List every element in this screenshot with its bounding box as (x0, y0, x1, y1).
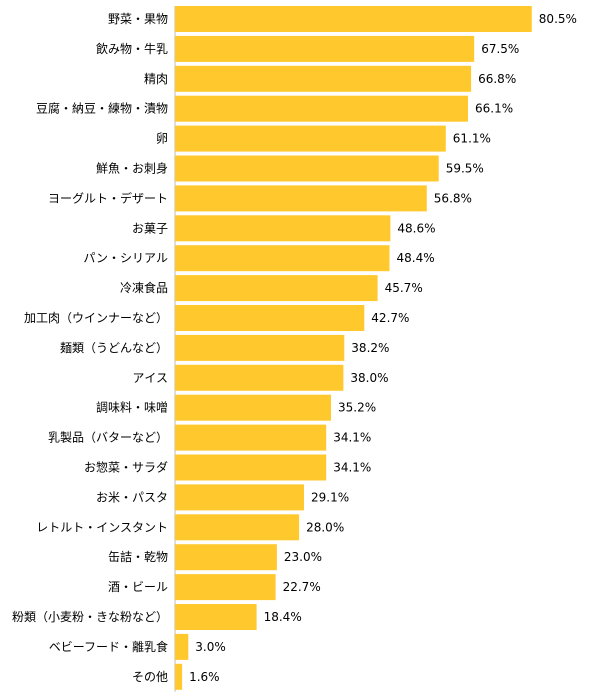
category-label: その他 (132, 670, 168, 684)
category-label: 鮮魚・お刺身 (96, 161, 168, 176)
bar (175, 95, 468, 122)
value-label: 28.0% (306, 520, 344, 534)
value-label: 38.2% (351, 341, 389, 355)
value-label: 61.1% (453, 132, 491, 146)
value-label: 67.5% (481, 42, 519, 56)
bar (175, 484, 304, 511)
value-label: 22.7% (283, 580, 321, 594)
category-label: 調味料・味噌 (96, 401, 168, 415)
category-label: 加工肉（ウインナーなど） (24, 311, 168, 325)
bar (175, 364, 344, 391)
category-label: パン・シリアル (83, 251, 168, 265)
bar (175, 275, 378, 302)
category-label: お惣菜・サラダ (84, 460, 168, 475)
bar (175, 454, 327, 481)
value-label: 3.0% (195, 640, 226, 654)
bar (175, 215, 391, 242)
bar (175, 305, 365, 331)
bar (175, 155, 439, 182)
category-label: 粉類（小麦粉・きな粉など） (12, 610, 168, 624)
value-label: 66.8% (478, 72, 516, 86)
bar (175, 6, 532, 32)
value-label: 59.5% (446, 162, 484, 176)
bar (175, 65, 472, 92)
value-label: 29.1% (311, 490, 349, 504)
value-label: 66.1% (475, 102, 513, 116)
value-label: 34.1% (333, 431, 371, 445)
bar (175, 514, 300, 541)
value-label: 34.1% (333, 461, 371, 475)
bar (175, 125, 446, 152)
category-label: お菓子 (132, 221, 168, 235)
category-label: 豆腐・納豆・練物・漬物 (36, 101, 168, 116)
value-label: 38.0% (350, 371, 388, 385)
value-label: 56.8% (434, 191, 472, 205)
category-label: 乳製品（バターなど） (48, 431, 168, 445)
bar (175, 334, 345, 361)
value-label: 48.4% (397, 251, 435, 265)
bar (175, 424, 327, 451)
value-label: 23.0% (284, 550, 322, 564)
bar (175, 604, 257, 630)
bars-group (175, 6, 532, 690)
bar (175, 35, 475, 62)
value-labels-group: 80.5% 67.5% 66.8% 66.1% 61.1% 59.5% 56.8% 48.6%… (189, 12, 577, 684)
category-label: 飲み物・牛乳 (96, 41, 168, 56)
category-label: レトルト・インスタント (36, 520, 168, 534)
category-label: お米・パスタ (96, 490, 168, 504)
category-label: 酒・ビール (108, 580, 168, 594)
bar (175, 544, 277, 571)
value-label: 1.6% (189, 670, 220, 684)
value-label: 48.6% (397, 221, 435, 235)
bar (175, 574, 276, 601)
bar (175, 394, 331, 421)
category-labels-group: 野菜・果物飲み物・牛乳精肉豆腐・納豆・練物・漬物卵鮮魚・お刺身ヨーグルト・デザー… (12, 12, 168, 684)
value-label: 80.5% (539, 12, 577, 26)
category-label: ヨーグルト・デザート (48, 190, 168, 205)
category-label: 缶詰・乾物 (108, 549, 168, 564)
category-label: 精肉 (144, 72, 168, 86)
value-label: 42.7% (371, 311, 409, 325)
bar (175, 185, 427, 212)
category-label: 冷凍食品 (120, 280, 168, 295)
bar (175, 663, 183, 690)
category-label: アイス (132, 371, 168, 385)
category-label: 卵 (156, 132, 168, 146)
category-label: 野菜・果物 (108, 12, 168, 26)
category-label: ベビーフード・離乳食 (49, 639, 168, 654)
bar (175, 245, 390, 272)
value-label: 35.2% (338, 401, 376, 415)
value-label: 45.7% (385, 281, 423, 295)
category-label: 麺類（うどんなど） (60, 341, 168, 355)
bar (175, 633, 189, 660)
value-label: 18.4% (264, 610, 302, 624)
